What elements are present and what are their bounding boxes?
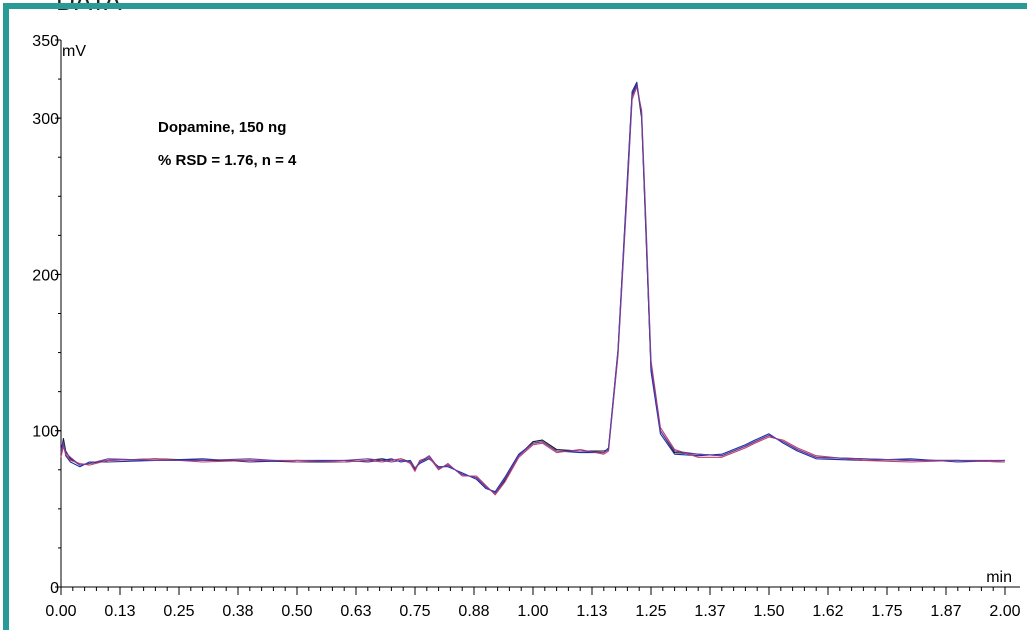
x-tick-label: 0.75 <box>399 603 430 620</box>
y-axis-label: mV <box>62 43 86 60</box>
x-tick-label: 0.63 <box>340 603 371 620</box>
annotation-compound: Dopamine, 150 ng <box>158 119 286 136</box>
x-tick-label: 1.37 <box>694 603 725 620</box>
x-tick-label: 2.00 <box>989 603 1020 620</box>
x-tick-label: 1.00 <box>517 603 548 620</box>
y-tick-label: 350 <box>32 33 59 50</box>
x-tick-label: 1.25 <box>635 603 666 620</box>
y-tick-label: 100 <box>32 424 59 441</box>
x-tick-label: 1.13 <box>576 603 607 620</box>
x-tick-label: 0.50 <box>281 603 312 620</box>
x-tick-label: 0.38 <box>222 603 253 620</box>
series-line-2 <box>60 81 1006 493</box>
x-tick-label: 1.50 <box>753 603 784 620</box>
x-tick-label: 0.13 <box>104 603 135 620</box>
series-line-3 <box>60 86 1006 496</box>
chart-ticks: 0 100 200 300 350 0.00 0.13 0.25 0.38 0.50 0.63 0.7… <box>32 33 1020 620</box>
x-tick-label: 1.87 <box>930 603 961 620</box>
x-tick-label: 0.25 <box>163 603 194 620</box>
x-tick-label: 0.00 <box>45 603 76 620</box>
y-tick-label: 200 <box>32 267 59 284</box>
chart-series <box>60 81 1006 496</box>
x-tick-label: 1.62 <box>812 603 843 620</box>
series-line-4 <box>60 84 1005 494</box>
x-tick-label: 1.75 <box>871 603 902 620</box>
x-axis-label: min <box>986 569 1012 586</box>
series-line-1 <box>60 83 1006 494</box>
y-tick-label: 0 <box>50 580 59 597</box>
x-tick-label: 0.88 <box>458 603 489 620</box>
y-tick-label: 300 <box>32 111 59 128</box>
chart-frame-border <box>3 3 1027 630</box>
annotation-rsd: % RSD = 1.76, n = 4 <box>158 152 297 169</box>
